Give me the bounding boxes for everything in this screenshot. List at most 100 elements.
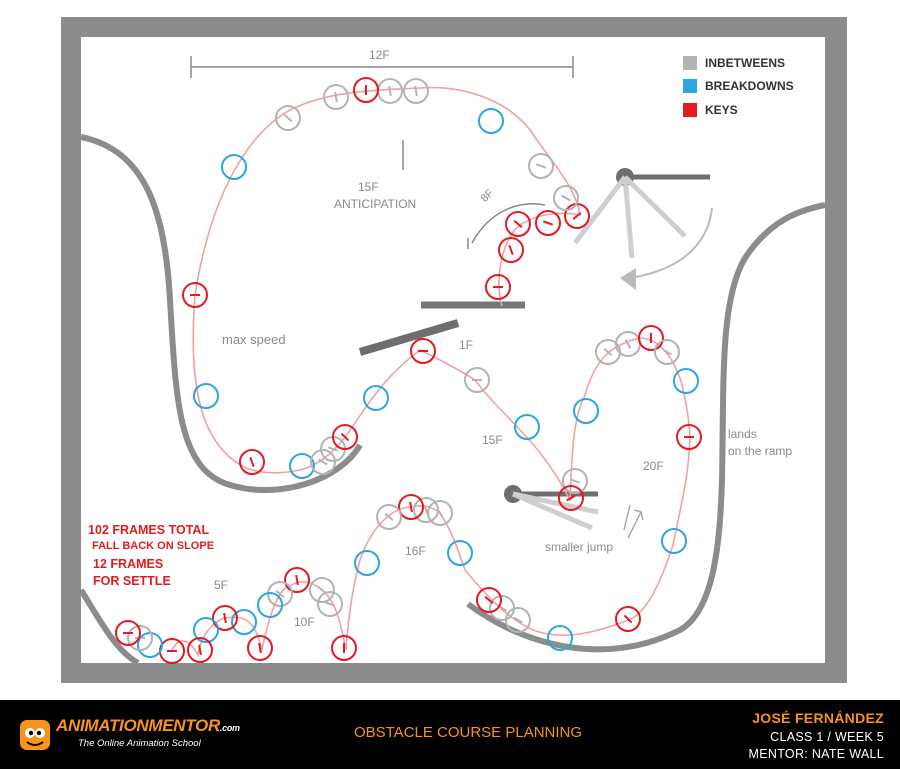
flap-ghost-2 [622, 176, 635, 259]
smaller-jump-label: smaller jump [545, 540, 614, 554]
marker-tick [561, 194, 571, 202]
logo-tagline: The Online Animation School [78, 738, 201, 749]
marker-tick [384, 513, 394, 521]
fall-back-note: FALL BACK ON SLOPE [92, 540, 215, 552]
key-marker [410, 338, 436, 364]
key-marker [638, 325, 664, 351]
inbetween-marker [562, 468, 588, 494]
mentor-name: MENTOR: NATE WALL [748, 747, 884, 761]
one-f-label: 1F [459, 338, 474, 352]
span-label: 12F [369, 48, 390, 62]
legend-label: KEYS [705, 103, 738, 117]
key-marker [182, 282, 208, 308]
key-marker [239, 449, 265, 475]
marker-tick [327, 446, 339, 452]
total-frames-note: 102 FRAMES TOTAL [88, 523, 210, 537]
motion-path [171, 86, 691, 658]
marker-tick [623, 614, 633, 624]
span-bracket [190, 56, 574, 78]
marker-tick [603, 348, 613, 356]
key-marker [353, 77, 379, 103]
diagram-drawing [61, 17, 847, 683]
breakdown-marker [354, 550, 380, 576]
marker-tick [334, 91, 338, 103]
key-marker [558, 485, 584, 511]
key-marker [476, 587, 502, 613]
key-marker [332, 424, 358, 450]
on-ramp-label: on the ramp [728, 444, 793, 458]
marker-tick [542, 220, 554, 226]
marker-tick [484, 596, 494, 604]
flap-swing-arrow [629, 207, 713, 279]
key-marker [212, 605, 238, 631]
inbetween-marker [127, 625, 153, 651]
logo-brand: ANIMATIONMENTOR [56, 716, 220, 735]
breakdown-marker [673, 368, 699, 394]
marker-tick [340, 432, 350, 442]
inbetween-marker [464, 367, 490, 393]
inbetween-marker [553, 185, 579, 211]
breakdown-marker [447, 540, 473, 566]
marker-tick [566, 494, 576, 502]
breakdown-marker [363, 385, 389, 411]
twenty-f-label: 20F [643, 459, 664, 473]
marker-tick [258, 642, 262, 654]
marker-tick [283, 114, 293, 122]
key-marker [115, 620, 141, 646]
legend-swatch-inbetweens [683, 56, 697, 70]
key-marker [615, 606, 641, 632]
key-marker [676, 424, 702, 450]
key-marker [187, 637, 213, 663]
inbetween-marker [309, 577, 335, 603]
sixteen-f-label: 16F [405, 544, 426, 558]
five-f-label: 5F [214, 578, 229, 592]
marker-tick [569, 478, 581, 484]
footer-bar [0, 700, 900, 769]
key-marker [485, 274, 511, 300]
breakdown-marker [547, 625, 573, 651]
key-marker [505, 211, 531, 237]
marker-tick [249, 456, 255, 468]
key-marker [331, 635, 357, 661]
marker-tick [318, 458, 328, 466]
legend-label: INBETWEENS [705, 56, 786, 70]
fifteen-f-label: 15F [482, 433, 503, 447]
key-marker [247, 635, 273, 661]
marker-tick [409, 501, 413, 513]
legend-label: BREAKDOWNS [705, 79, 794, 93]
marker-tick [662, 348, 672, 356]
inbetween-marker [323, 84, 349, 110]
marker-tick [198, 644, 202, 656]
marker-tick [572, 212, 582, 220]
page-title: OBSTACLE COURSE PLANNING [353, 724, 583, 741]
inbetween-marker [528, 153, 554, 179]
inbetween-marker [310, 449, 336, 475]
inbetween-marker [489, 595, 515, 621]
marker-tick [414, 85, 418, 97]
marker-tick [513, 616, 523, 624]
marker-tick [388, 85, 392, 97]
inbetween-marker [654, 339, 680, 365]
settle-frames-note: 12 FRAMES [93, 557, 164, 571]
ten-f-label: 10F [294, 615, 315, 629]
breakdown-marker [221, 154, 247, 180]
breakdown-marker [231, 609, 257, 635]
settle-arrows [623, 504, 644, 539]
flap-arrowhead [620, 268, 636, 290]
breakdown-marker [514, 414, 540, 440]
marker-tick [423, 504, 429, 516]
breakdown-marker [257, 592, 283, 618]
lands-label: lands [728, 427, 757, 441]
class-week: CLASS 1 / WEEK 5 [770, 730, 884, 744]
eight-f-arc [471, 203, 546, 244]
lever-ghost-2 [512, 491, 599, 515]
bottom-left-slope [78, 588, 140, 666]
legend-keys: KEYS [683, 103, 738, 117]
marker-tick [513, 220, 523, 228]
logo-brand-text: ANIMATIONMENTOR.com [56, 716, 240, 736]
legend-swatch-breakdowns [683, 79, 697, 93]
diagram-canvas: INBETWEENS BREAKDOWNS KEYS 12F 15F ANTIC… [61, 17, 847, 683]
marker-tick [317, 586, 327, 594]
inbetween-marker [376, 504, 402, 530]
marker-tick [624, 339, 632, 349]
